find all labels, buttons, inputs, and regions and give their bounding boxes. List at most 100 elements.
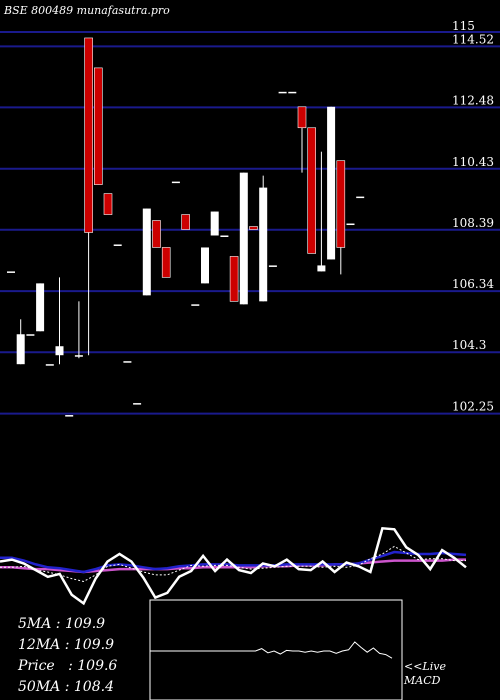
macd-histogram-line	[150, 641, 393, 659]
candle-body	[229, 256, 239, 302]
candlestick-series	[7, 37, 365, 417]
stat-50ma: 50MA : 108.4	[18, 679, 114, 695]
stat-value: 109.6	[77, 658, 118, 674]
candle-body	[103, 193, 113, 215]
candle	[268, 265, 277, 267]
live-macd-label: <<Live MACD	[404, 660, 446, 688]
stat-12ma: 12MA : 109.9	[18, 637, 114, 653]
candle-body	[65, 415, 74, 417]
candle	[307, 127, 317, 254]
candle	[16, 319, 25, 365]
candle	[113, 244, 122, 246]
candle	[103, 193, 113, 215]
y-tick-label: 114.52	[452, 32, 494, 46]
candle	[229, 256, 239, 302]
macd-histogram-box	[149, 599, 403, 700]
candle-body	[297, 106, 307, 129]
candle	[181, 214, 190, 230]
candle-body	[45, 364, 54, 366]
candle	[297, 106, 307, 173]
candle-body	[259, 187, 268, 302]
candle-body	[171, 181, 180, 184]
stat-label: 5MA	[18, 616, 52, 632]
candle	[94, 67, 103, 185]
y-tick-label: 115	[452, 19, 475, 33]
candle-body	[336, 160, 346, 248]
candle	[45, 364, 54, 366]
y-tick-label: 102.25	[452, 400, 494, 414]
candle	[249, 226, 258, 230]
y-tick-label: 110.43	[452, 155, 494, 169]
candle-body	[278, 91, 287, 94]
candle	[220, 235, 229, 237]
macd-indicator-lines	[0, 526, 467, 606]
stat-value: 109.9	[64, 616, 106, 632]
candle	[84, 37, 93, 356]
candle-body	[191, 304, 200, 306]
y-tick-label: 112.48	[452, 93, 494, 107]
candle	[152, 220, 161, 248]
candle-body	[327, 106, 336, 260]
y-tick-label: 104.3	[452, 338, 486, 352]
macd-label: MACD	[404, 674, 441, 687]
candle-body	[181, 214, 190, 230]
candle	[356, 196, 365, 199]
candle-body	[210, 211, 219, 236]
candle-body	[161, 247, 171, 278]
candle-body	[356, 196, 365, 199]
candle	[26, 334, 35, 336]
candle-body	[220, 235, 229, 237]
macd-price-line	[0, 526, 467, 606]
candle	[142, 208, 151, 296]
candle	[317, 151, 326, 272]
candle	[210, 211, 219, 236]
y-tick-label: 108.39	[452, 216, 494, 230]
stat-value: 109.9	[73, 637, 114, 653]
candle-body	[307, 127, 317, 254]
candle	[278, 91, 287, 94]
candle-body	[26, 334, 35, 336]
candle	[346, 223, 355, 226]
candle-body	[288, 91, 297, 94]
candle	[65, 415, 74, 417]
candle	[327, 106, 336, 260]
candle-body	[84, 37, 93, 233]
candle-body	[16, 334, 25, 365]
candle-body	[94, 67, 103, 185]
candle	[201, 247, 209, 284]
macd-histogram	[150, 641, 393, 659]
candle-body	[113, 244, 122, 246]
candle-body	[74, 355, 83, 357]
candle-body	[36, 283, 45, 332]
stat-price: Price : 109.6	[18, 658, 118, 674]
candle	[239, 172, 248, 305]
stat-label: Price	[18, 658, 55, 674]
candle-body	[133, 403, 142, 405]
candle	[123, 361, 132, 363]
stat-5ma: 5MA : 109.9	[18, 616, 106, 632]
live-label: <<Live	[404, 660, 446, 673]
candle-body	[55, 346, 64, 356]
candle	[161, 247, 171, 278]
candle	[259, 175, 268, 302]
candle-body	[142, 208, 151, 296]
chart-title: BSE 800489 munafasutra.pro	[4, 4, 170, 17]
candle	[191, 304, 200, 306]
stats-panel: 5MA : 109.9 12MA : 109.9 Price : 109.6 5…	[18, 614, 117, 698]
candle-body	[7, 271, 15, 273]
candle-body	[152, 220, 161, 248]
candle	[55, 277, 64, 365]
macd-mid-ma-line	[0, 550, 467, 574]
stat-label: 12MA	[18, 637, 61, 653]
y-tick-label: 106.34	[452, 277, 494, 291]
candle-body	[249, 226, 258, 230]
stat-value: 108.4	[73, 679, 114, 695]
candle	[133, 403, 142, 405]
candle	[7, 271, 15, 273]
candle	[36, 283, 45, 332]
candle-body	[346, 223, 355, 226]
candle-body	[239, 172, 248, 305]
stat-label: 50MA	[18, 679, 61, 695]
